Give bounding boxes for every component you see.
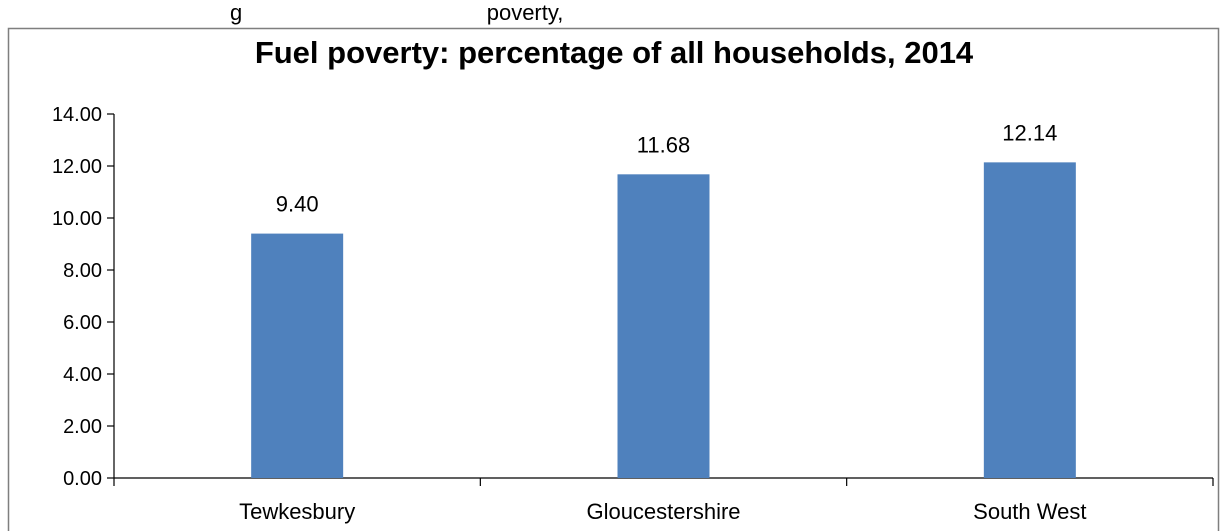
y-tick-label: 0.00 xyxy=(63,468,102,490)
caption-partial: g poverty, xyxy=(230,0,563,25)
data-label: 12.14 xyxy=(1002,120,1057,145)
bar-tewkesbury xyxy=(251,233,344,478)
bar-south-west xyxy=(983,162,1076,479)
y-tick-label: 2.00 xyxy=(63,416,102,438)
y-tick-label: 14.00 xyxy=(52,104,102,126)
plot-area: 0.00 2.00 4.00 6.00 8.00 10.00 12.00 14.00 9.40 T… xyxy=(52,104,1214,524)
chart-title: Fuel poverty: percentage of all househol… xyxy=(255,35,974,70)
category-label: Tewkesbury xyxy=(239,499,355,524)
y-tick-label: 4.00 xyxy=(63,364,102,386)
y-tick-label: 6.00 xyxy=(63,312,102,334)
bar-gloucestershire xyxy=(617,174,710,478)
y-tick-label: 8.00 xyxy=(63,260,102,282)
y-tick-label: 12.00 xyxy=(52,156,102,178)
data-label: 9.40 xyxy=(276,192,319,217)
category-label: Gloucestershire xyxy=(586,499,740,524)
y-tick-label: 10.00 xyxy=(52,208,102,230)
data-label: 11.68 xyxy=(637,132,690,157)
chart-frame xyxy=(7,27,1220,531)
category-label: South West xyxy=(973,499,1086,524)
